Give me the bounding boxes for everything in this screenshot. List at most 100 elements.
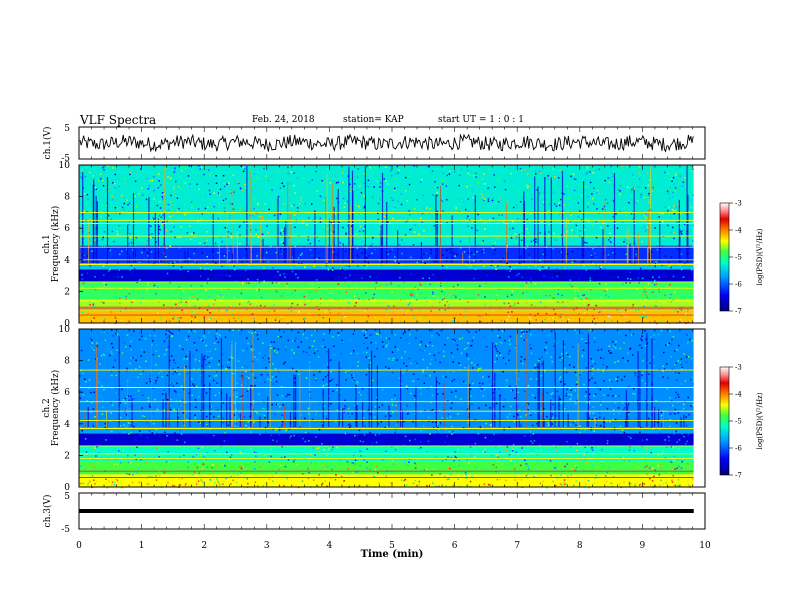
spectrum-speck — [560, 428, 562, 430]
spectrum-speck — [685, 289, 688, 291]
spectrum-speck — [579, 444, 581, 446]
spectrum-speck — [384, 426, 387, 428]
spectrum-speck — [81, 274, 83, 276]
spectrum-speck — [629, 281, 631, 284]
spectrum-speck — [463, 453, 466, 456]
spectrum-speck — [273, 310, 276, 312]
spectrum-speck — [189, 233, 191, 235]
spectrum-speck — [100, 178, 102, 180]
spectrum-speck — [363, 351, 365, 353]
spectrum-speck — [299, 302, 302, 305]
spectrum-speck — [206, 351, 208, 353]
spectrum-speck — [564, 267, 566, 270]
spectrum-speck — [600, 348, 603, 351]
spectrum-speck — [649, 321, 651, 323]
spectrum-speck — [152, 238, 154, 240]
spectrum-speck — [410, 294, 413, 297]
spectrum-speck — [324, 346, 326, 348]
spectrum-speck — [222, 353, 224, 356]
spectrum-speck — [576, 232, 578, 235]
spectrum-speck — [272, 428, 274, 431]
spectrum-speck — [522, 264, 524, 267]
spectrum-speck — [172, 214, 174, 217]
spectrum-speck — [669, 413, 672, 415]
spectrum-speck — [245, 424, 247, 427]
spectrum-speck — [173, 188, 175, 191]
spectrum-speck — [441, 179, 444, 182]
spectrum-speck — [121, 194, 123, 197]
spectrum-speck — [658, 260, 660, 262]
spectrum-speck — [400, 321, 402, 323]
spectrum-speck — [423, 207, 425, 210]
spectrum-speck — [100, 354, 103, 357]
spectrum-speck — [304, 431, 307, 434]
spectrum-speck — [675, 190, 677, 193]
spectrum-speck — [413, 295, 416, 297]
spectrum-speck — [676, 270, 678, 272]
spectrum-speck — [92, 425, 95, 427]
spectrum-speck — [349, 249, 351, 251]
spectrum-speck — [611, 290, 613, 292]
spectrum-speck — [130, 395, 132, 398]
spectrum-speck — [571, 468, 574, 470]
spectrum-speck — [472, 336, 475, 338]
spectrum-speck — [154, 441, 156, 443]
spectrum-speck — [244, 184, 246, 186]
spectrum-speck — [675, 379, 678, 381]
spectrum-speck — [445, 260, 448, 262]
spectrum-speck — [126, 473, 128, 475]
spectrum-speck — [526, 228, 528, 230]
spectrum-speck — [581, 338, 583, 340]
spectrum-speck — [679, 319, 682, 321]
spectrum-speck — [207, 356, 209, 358]
spectrum-speck — [484, 451, 486, 453]
spectrum-speck — [146, 483, 149, 485]
spectrum-speck — [173, 225, 175, 227]
spectrum-speck — [264, 297, 266, 300]
spectrum-speck — [537, 312, 539, 315]
spectrum-speck — [610, 482, 613, 484]
spectrum-speck — [318, 257, 321, 259]
spectrum-speck — [452, 484, 454, 487]
spectrum-speck — [600, 357, 602, 359]
spectrum-speck — [567, 475, 569, 477]
spectrum-speck — [80, 175, 82, 178]
spectrum-speck — [664, 255, 667, 257]
spectrum-speck — [497, 388, 499, 391]
spectrum-speck — [546, 486, 548, 489]
spectrum-speck — [494, 234, 496, 237]
spectrum-speck — [247, 406, 249, 408]
spectrum-speck — [276, 351, 278, 354]
spectrum-speck — [184, 182, 187, 184]
spectrum-speck — [677, 478, 680, 481]
spectrum-speck — [217, 241, 219, 243]
spectrum-speck — [438, 334, 440, 336]
spectrum-speck — [557, 272, 559, 274]
spectrum-speck — [385, 346, 387, 348]
spectrum-speck — [444, 475, 446, 477]
spectrum-speck — [298, 311, 300, 313]
spectrum-speck — [233, 414, 236, 416]
spectrum-speck — [602, 205, 604, 207]
spectrum-speck — [495, 402, 498, 405]
spectrum-speck — [318, 429, 321, 431]
spectrum-speck — [291, 205, 293, 207]
spectrum-speck — [347, 371, 349, 374]
spectrum-speck — [567, 300, 569, 303]
spectrum-speck — [636, 288, 638, 290]
spectrum-speck — [303, 295, 306, 298]
spectrum-speck — [658, 333, 660, 336]
spectrum-speck — [419, 344, 421, 346]
spectrum-speck — [676, 197, 679, 199]
spectrum-speck — [555, 205, 558, 207]
spectrum-speck — [436, 295, 438, 298]
spectrum-speck — [649, 414, 651, 417]
spectrum-speck — [375, 441, 378, 444]
spectrum-speck — [119, 212, 121, 215]
spectrum-speck — [538, 192, 541, 195]
spectrum-speck — [569, 173, 572, 175]
spectrum-speck — [313, 352, 316, 354]
spectrum-speck — [345, 431, 348, 434]
spectrum-speck — [282, 292, 284, 295]
spectrum-speck — [80, 177, 83, 179]
